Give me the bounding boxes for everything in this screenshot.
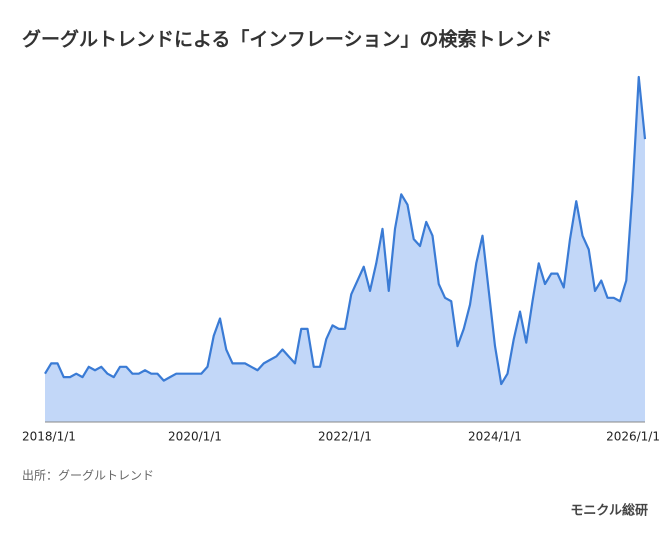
area-fill — [45, 77, 645, 422]
source: 出所：グーグルトレンド — [22, 469, 154, 483]
x-tick-label: 2026/1/1 — [606, 430, 660, 444]
line — [44, 75, 647, 386]
x-tick-label: 2018/1/1 — [22, 430, 76, 444]
brand: モニクル総研 — [570, 503, 648, 519]
x-tick-label: 2022/1/1 — [318, 430, 372, 444]
x-tick-label: 2020/1/1 — [168, 430, 222, 444]
x-tick-label: 2024/1/1 — [468, 430, 522, 444]
chart-title: グーグルトレンドによる「インフレーション」の検索トレンド — [22, 28, 552, 51]
